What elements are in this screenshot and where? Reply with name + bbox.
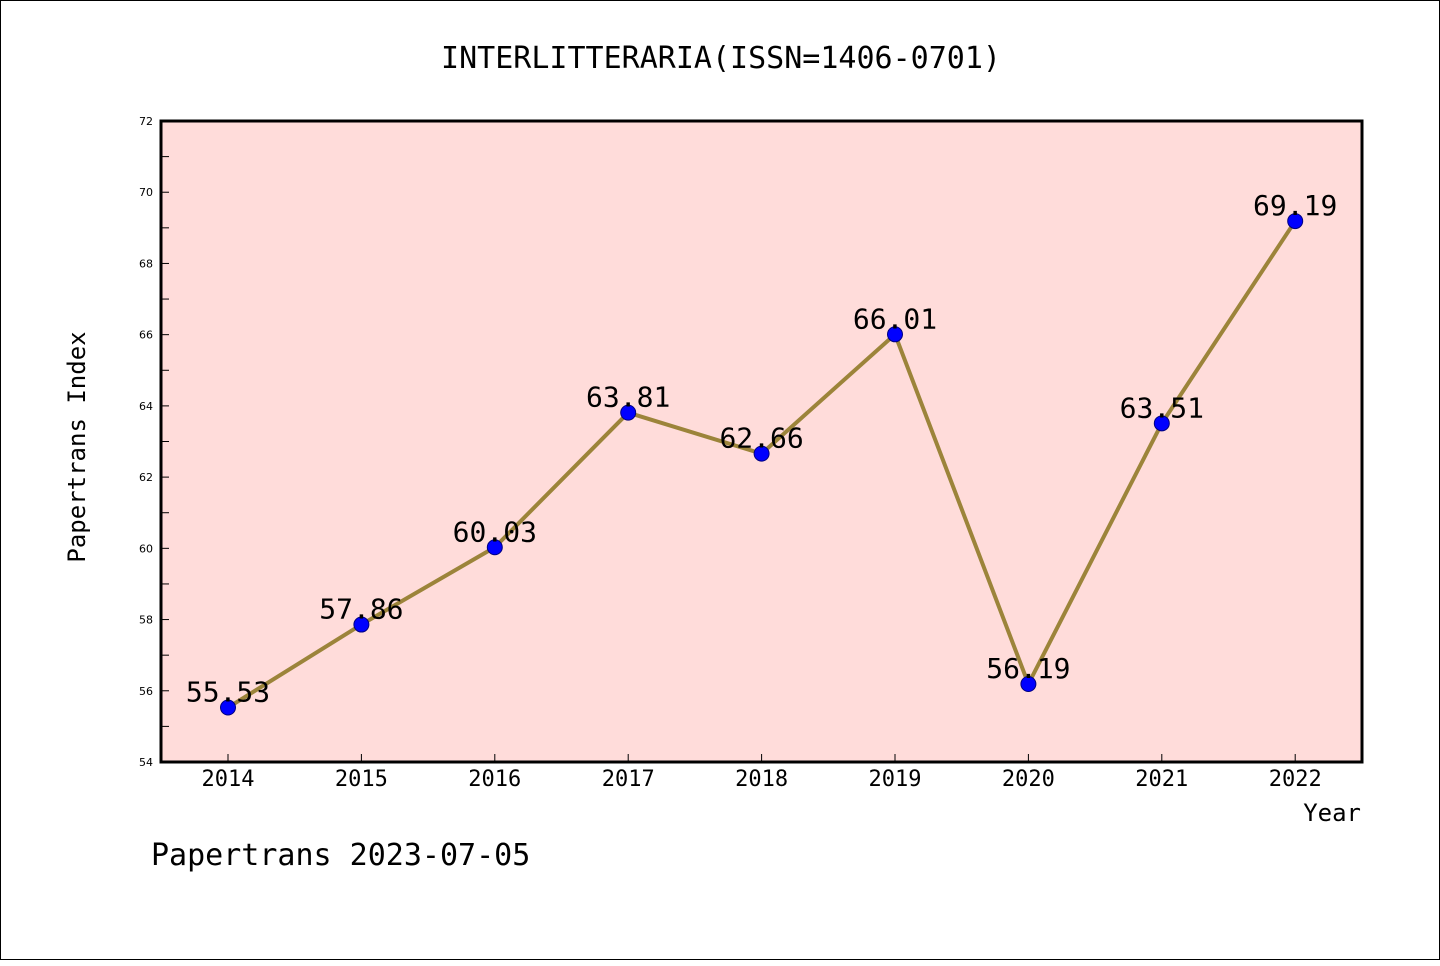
y-tick-label: 68 [139,257,153,270]
data-label: 63.81 [586,381,670,414]
data-point [887,326,903,343]
x-tick-label: 2014 [202,767,255,792]
data-label: 63.51 [1120,391,1204,424]
data-points [220,213,1304,716]
data-point [1287,213,1304,230]
x-tick-label: 2021 [1135,767,1188,792]
data-label: 55.53 [186,676,270,709]
footer-credit: Papertrans 2023-07-05 [151,838,530,873]
data-point [486,539,503,556]
y-axis: 54 56 58 60 62 64 66 68 70 72 [139,115,169,769]
plot-border [159,119,1364,764]
y-tick-label: 56 [139,685,153,698]
data-label: 66.01 [853,302,937,335]
y-tick-label: 62 [139,471,153,484]
x-tick-label: 2018 [735,767,788,792]
data-label: 62.66 [719,422,803,455]
data-labels: 55.53 57.86 60.03 63.81 62.66 66.01 56.19 63.51… [186,189,1337,708]
x-axis: 2014 2015 2016 2017 2018 2019 2020 2021 2022 [202,754,1322,792]
x-tick-label: 2015 [335,767,388,792]
y-tick-label: 70 [139,186,153,199]
data-point [620,404,637,421]
y-tick-label: 64 [139,400,153,413]
data-label: 56.19 [986,652,1070,685]
y-tick-label: 54 [139,756,153,769]
x-tick-label: 2017 [602,767,655,792]
y-tick-label: 60 [139,542,153,555]
data-point [1153,415,1170,432]
data-point [753,445,770,462]
data-point [220,699,236,716]
data-point [1020,676,1037,693]
x-tick-label: 2016 [468,767,521,792]
y-tick-label: 58 [139,614,153,627]
x-axis-title: Year [1303,799,1361,827]
data-label: 57.86 [319,593,403,626]
chart-title: INTERLITTERARIA(ISSN=1406-0701) [441,41,1001,76]
y-axis-title: Papertrans Index [63,331,91,562]
x-tick-label: 2020 [1002,767,1055,792]
x-tick-label: 2019 [869,767,922,792]
data-label: 60.03 [453,515,537,548]
plot-area [161,121,1362,762]
data-point [353,616,370,633]
y-tick-label: 66 [139,329,153,342]
x-tick-label: 2022 [1269,767,1322,792]
data-label: 69.19 [1253,189,1337,222]
y-tick-label: 72 [139,115,153,128]
